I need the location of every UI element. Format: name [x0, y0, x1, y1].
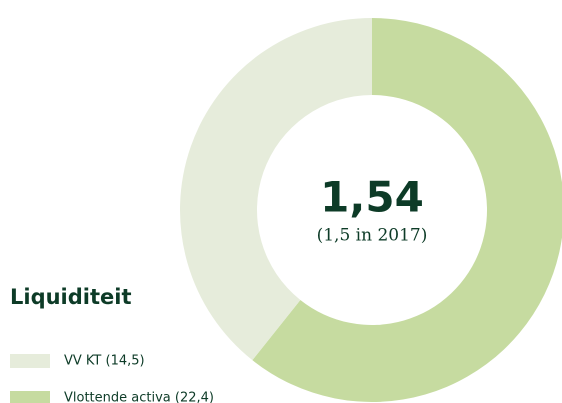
legend-label: Vlottende activa (22,4) [64, 391, 214, 403]
legend-label: VV KT (14,5) [64, 354, 145, 369]
center-value: 1,54 [320, 173, 424, 222]
legend-swatch [10, 354, 50, 368]
chart-title: Liquiditeit [10, 285, 132, 309]
donut-slice [252, 18, 562, 402]
legend-swatch [10, 391, 50, 403]
donut [180, 18, 562, 402]
center-note: (1,5 in 2017) [317, 226, 428, 246]
donut-slice [180, 18, 372, 361]
